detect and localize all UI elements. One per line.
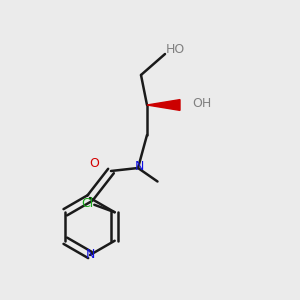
Text: HO: HO [166,43,185,56]
Text: OH: OH [192,97,211,110]
Text: O: O [90,157,99,170]
Text: N: N [135,160,144,173]
Text: Cl: Cl [82,197,94,210]
Polygon shape [147,100,180,110]
Text: N: N [85,248,95,262]
